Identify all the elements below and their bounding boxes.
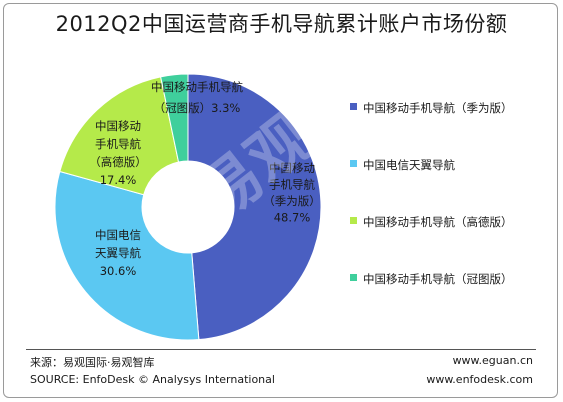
legend-label-gaode: 中国移动手机导航（高德版） — [363, 215, 513, 229]
footer-url-enfodesk: www.enfodesk.com — [426, 373, 533, 386]
legend-swatch-gaode — [350, 217, 357, 224]
legend-swatch-guantu — [350, 274, 357, 281]
legend-swatch-jiwei — [350, 103, 357, 110]
legend-label-guantu: 中国移动手机导航（冠图版） — [363, 272, 513, 286]
donut-slice-tianyi — [54, 170, 200, 341]
slice-label-guantu: 中国移动手机导航（冠图版）3.3% — [151, 80, 243, 115]
donut-slice-jiwei — [187, 73, 322, 341]
donut-slice-gaode — [59, 76, 180, 196]
footer-url-eguan: www.eguan.cn — [452, 354, 533, 367]
donut-slice-guantu — [160, 73, 189, 163]
legend-swatch-tianyi — [350, 160, 357, 167]
legend-label-jiwei: 中国移动手机导航（季为版） — [363, 101, 513, 115]
slice-label-jiwei: 中国移动手机导航（季为版） 48.7% — [263, 161, 321, 225]
footer-divider — [26, 349, 536, 350]
slice-label-tianyi: 中国电信天翼导航 30.6% — [95, 228, 141, 278]
legend-label-tianyi: 中国电信天翼导航 — [363, 158, 455, 172]
footer-source-en: SOURCE: EnfoDesk © Analysys Internationa… — [30, 373, 275, 386]
footer-source-cn: 来源：易观国际·易观智库 — [30, 356, 155, 369]
slice-label-gaode: 中国移动手机导航（高德版） 17.4% — [89, 119, 147, 187]
chart-title: 2012Q2中国运营商手机导航累计账户市场份额 — [55, 12, 508, 36]
